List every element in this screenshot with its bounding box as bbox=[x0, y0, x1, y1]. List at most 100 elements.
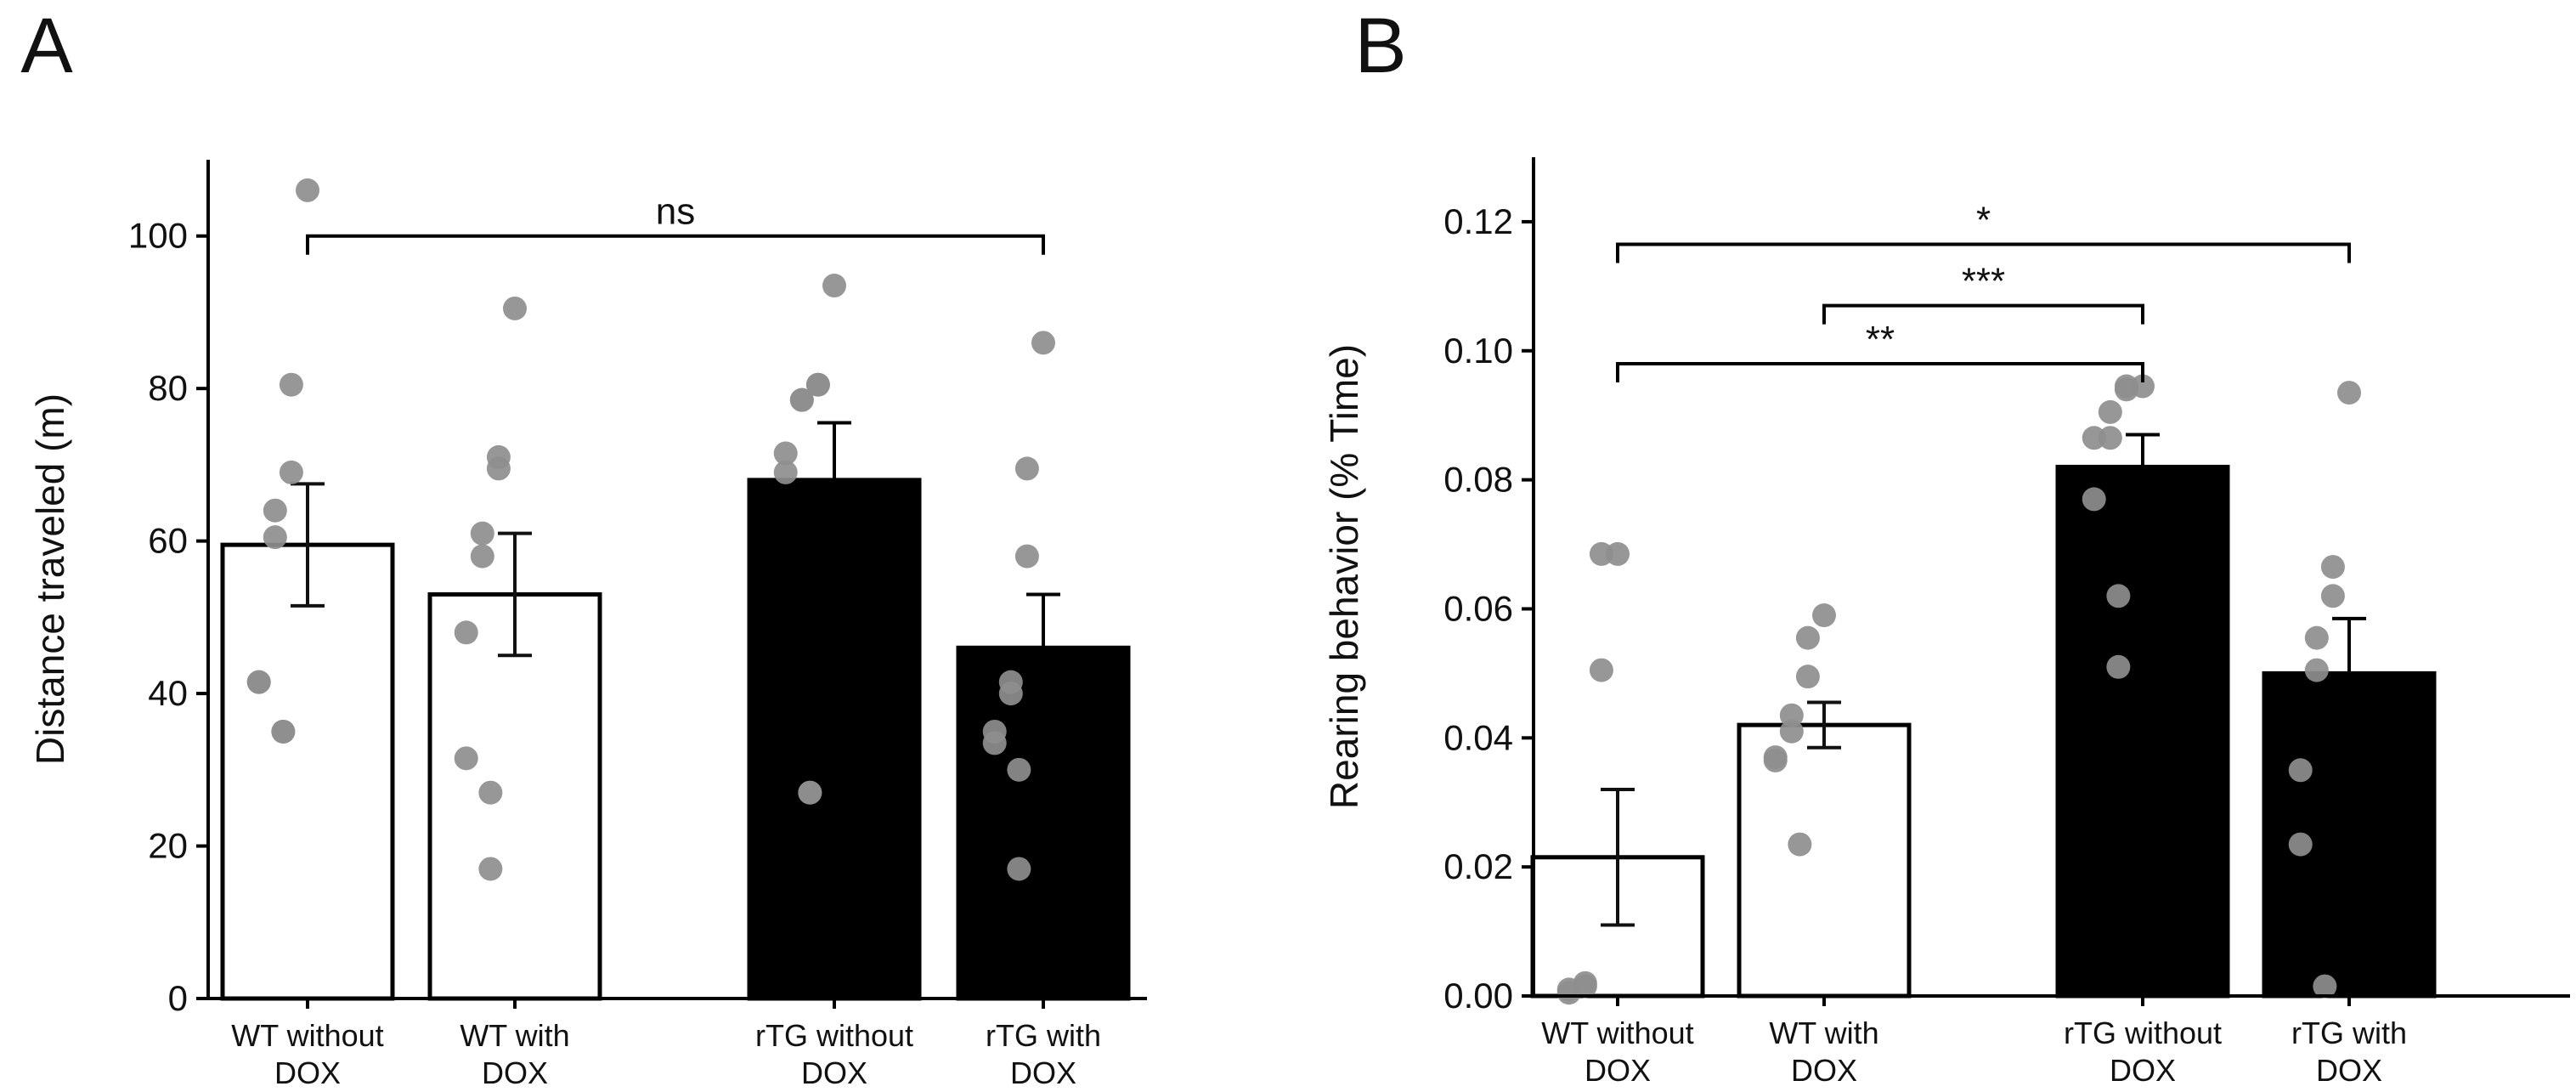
y-tick-label: 0.06 bbox=[1443, 588, 1513, 628]
data-point bbox=[2082, 487, 2106, 512]
x-tick-label-line: DOX bbox=[1791, 1053, 1857, 1088]
x-tick-label-line: rTG with bbox=[2291, 1016, 2407, 1050]
y-tick-label: 80 bbox=[148, 368, 188, 408]
significance-label: *** bbox=[1962, 261, 2005, 303]
data-point bbox=[2114, 377, 2138, 402]
data-point bbox=[2320, 584, 2345, 608]
data-point bbox=[2288, 758, 2313, 783]
data-point bbox=[478, 780, 503, 805]
y-tick-label: 20 bbox=[148, 826, 188, 866]
significance-bracket bbox=[1616, 242, 2351, 263]
data-point bbox=[470, 521, 494, 546]
data-point bbox=[1589, 658, 1613, 682]
data-point bbox=[2304, 658, 2329, 682]
data-point bbox=[822, 274, 846, 298]
data-point bbox=[2320, 555, 2345, 580]
significance-bracket bbox=[1616, 361, 2144, 382]
data-point bbox=[2098, 399, 2122, 424]
x-tick-label: rTG without DOX bbox=[2064, 1016, 2222, 1088]
x-tick-label-line: rTG with bbox=[986, 1018, 1101, 1053]
y-axis-label: Rearing behavior (% Time) bbox=[1322, 344, 1366, 809]
x-tick-label: rTG without DOX bbox=[755, 1018, 913, 1090]
x-tick-label-line: WT with bbox=[460, 1018, 569, 1053]
data-point bbox=[789, 388, 814, 412]
x-tick-label: WT with DOX bbox=[1769, 1016, 1878, 1088]
data-point bbox=[805, 372, 830, 397]
data-point bbox=[2337, 381, 2361, 405]
data-point bbox=[1779, 719, 1804, 744]
x-tick-label: WT with DOX bbox=[460, 1018, 569, 1090]
y-tick-label: 0 bbox=[168, 978, 188, 1018]
data-point bbox=[486, 456, 511, 481]
data-point bbox=[2106, 654, 2131, 679]
data-point bbox=[1007, 757, 1031, 782]
data-point bbox=[2304, 625, 2329, 650]
data-point bbox=[998, 682, 1023, 706]
y-tick-label: 0.00 bbox=[1443, 976, 1513, 1016]
data-point bbox=[1589, 541, 1613, 566]
data-point bbox=[1014, 544, 1039, 569]
bar bbox=[2055, 464, 2230, 999]
significance-label: ** bbox=[1866, 319, 1895, 360]
data-point bbox=[279, 460, 303, 484]
data-point bbox=[2106, 584, 2131, 608]
x-tick-label: WT without DOX bbox=[1541, 1016, 1693, 1088]
panel-label: A bbox=[20, 3, 73, 89]
significance-label: * bbox=[1976, 199, 1991, 240]
data-point bbox=[478, 857, 503, 881]
data-point bbox=[1795, 665, 1820, 689]
y-tick-label: 100 bbox=[128, 216, 188, 256]
x-tick-label: rTG with DOX bbox=[986, 1018, 1101, 1090]
data-point bbox=[279, 372, 303, 397]
data-point bbox=[1014, 456, 1039, 481]
panel-b: B Rearing behavior (% Time) 0.00 0.02 0.04 0.… bbox=[1322, 3, 2570, 1088]
x-tick-label-line: DOX bbox=[2316, 1053, 2382, 1088]
data-point bbox=[1031, 331, 1055, 355]
data-point bbox=[470, 544, 494, 569]
bar bbox=[427, 591, 602, 1001]
significance-bracket bbox=[306, 234, 1045, 255]
data-point bbox=[296, 178, 319, 202]
bar bbox=[220, 542, 395, 1001]
data-point bbox=[1556, 981, 1581, 1005]
x-tick-label-line: DOX bbox=[274, 1055, 341, 1090]
x-tick-label: rTG with DOX bbox=[2291, 1016, 2407, 1088]
data-point bbox=[1795, 625, 1820, 650]
significance-bracket bbox=[1822, 303, 2144, 325]
bar bbox=[747, 478, 922, 1001]
bar bbox=[1737, 722, 1912, 999]
y-tick-label: 0.10 bbox=[1443, 331, 1513, 371]
data-point bbox=[2082, 426, 2106, 450]
y-tick-label: 0.08 bbox=[1443, 460, 1513, 500]
data-point bbox=[1007, 857, 1031, 881]
significance-label: ns bbox=[656, 191, 695, 233]
data-point bbox=[454, 620, 478, 645]
x-tick-label-line: rTG without bbox=[755, 1018, 913, 1053]
data-point bbox=[2288, 832, 2313, 857]
x-tick-label-line: WT without bbox=[1541, 1016, 1693, 1050]
panel-a: A Distance traveled (m) 0 20 40 60 80 100 WT wit… bbox=[20, 3, 1147, 1090]
data-point bbox=[798, 780, 822, 805]
data-point bbox=[271, 719, 296, 744]
x-tick-label-line: WT with bbox=[1769, 1016, 1878, 1050]
y-tick-label: 0.12 bbox=[1443, 201, 1513, 241]
y-tick-label: 0.04 bbox=[1443, 717, 1513, 757]
panel-label: B bbox=[1354, 3, 1406, 89]
x-tick-label-line: DOX bbox=[482, 1055, 548, 1090]
data-point bbox=[773, 441, 798, 466]
y-tick-label: 60 bbox=[148, 521, 188, 561]
data-point bbox=[246, 670, 271, 694]
data-point bbox=[1763, 748, 1788, 772]
data-point bbox=[263, 525, 287, 550]
x-tick-label-line: DOX bbox=[801, 1055, 867, 1090]
x-tick-label: WT without DOX bbox=[231, 1018, 383, 1090]
y-tick-label: 40 bbox=[148, 673, 188, 713]
y-axis-label: Distance traveled (m) bbox=[28, 393, 72, 765]
x-tick-label-line: DOX bbox=[1010, 1055, 1076, 1090]
data-point bbox=[773, 460, 798, 484]
data-point bbox=[503, 296, 527, 320]
x-tick-label-line: DOX bbox=[1585, 1053, 1651, 1088]
data-point bbox=[1812, 603, 1836, 628]
bar bbox=[956, 645, 1131, 1001]
